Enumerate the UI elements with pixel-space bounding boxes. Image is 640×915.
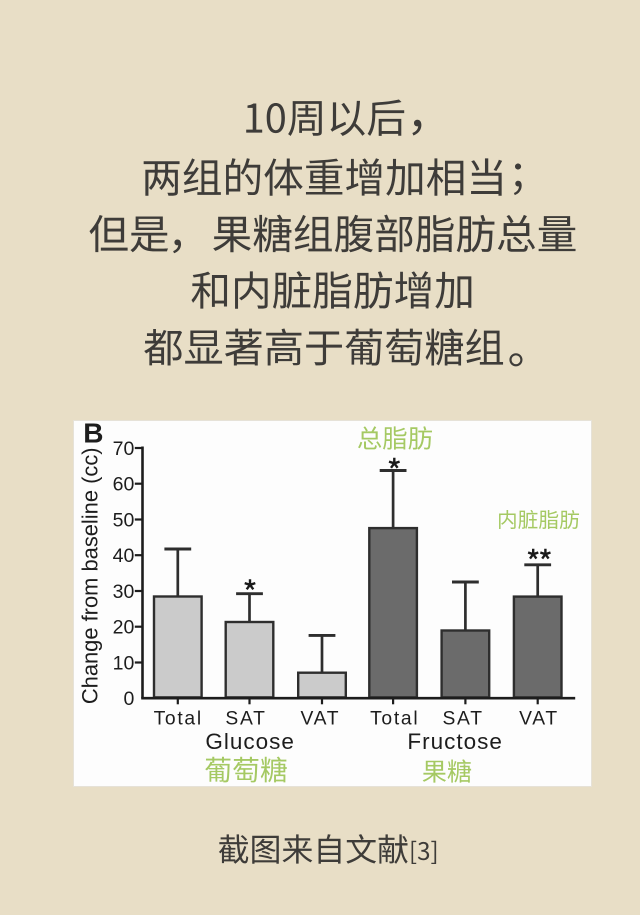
svg-text:Fructose: Fructose [407,729,503,754]
svg-text:40: 40 [113,545,135,567]
svg-text:20: 20 [113,617,135,639]
svg-text:SAT: SAT [443,708,484,729]
svg-text:10: 10 [113,652,135,674]
svg-text:70: 70 [113,438,135,460]
svg-text:Total: Total [154,708,203,729]
svg-text:60: 60 [113,474,135,496]
svg-text:Change from baseline (cc): Change from baseline (cc) [78,447,103,704]
svg-text:Total: Total [370,708,419,729]
svg-text:0: 0 [123,688,134,710]
svg-text:SAT: SAT [225,708,266,729]
svg-text:VAT: VAT [519,708,559,729]
svg-text:VAT: VAT [301,708,341,729]
svg-text:Glucose: Glucose [205,729,295,754]
svg-text:30: 30 [113,581,135,603]
svg-text:B: B [83,418,103,449]
svg-text:50: 50 [113,509,135,531]
